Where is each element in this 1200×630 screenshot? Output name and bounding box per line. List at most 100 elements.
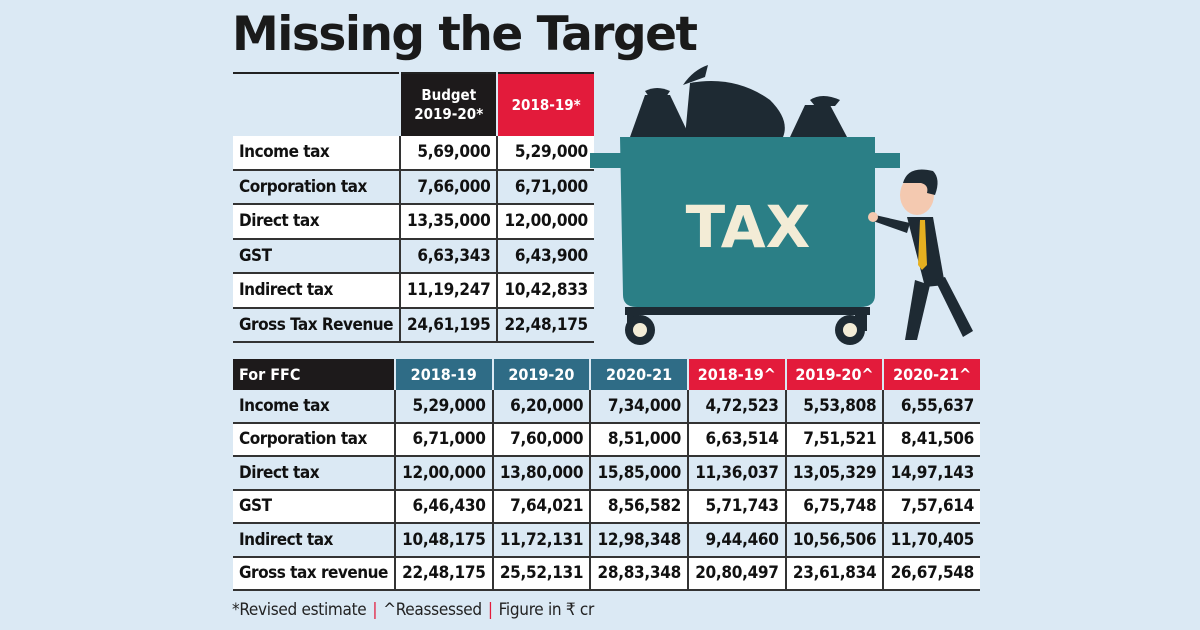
- footnote-reassessed: ^Reassessed: [383, 600, 482, 620]
- row-label: Corporation tax: [233, 169, 401, 205]
- cell-value: 8,56,582: [589, 489, 688, 524]
- cell-value: 7,60,000: [491, 422, 591, 457]
- row-label: Income tax: [233, 390, 395, 424]
- cell-value: 9,44,460: [686, 523, 786, 558]
- row-label: Corporation tax: [233, 422, 395, 457]
- garbage-bags-icon: [630, 65, 847, 137]
- table-row: Corporation tax 6,71,000 7,60,000 8,51,000 6…: [233, 422, 980, 457]
- cell-value: 11,70,405: [882, 523, 980, 558]
- cell-value: 10,42,833: [496, 273, 594, 309]
- table-row: Gross tax revenue 22,48,175 25,52,131 28,83…: [233, 556, 980, 591]
- tax-label: TAX: [686, 193, 811, 261]
- cell-value: 6,71,000: [496, 169, 594, 205]
- cell-value: 26,67,548: [882, 556, 980, 591]
- cell-value: 7,57,614: [882, 489, 980, 524]
- cell-value: 25,52,131: [491, 556, 591, 591]
- row-label: GST: [233, 238, 401, 274]
- table-row: Income tax 5,69,000 5,29,000: [233, 136, 594, 171]
- row-label: GST: [233, 489, 395, 524]
- column-header: 2018-19^: [686, 359, 786, 390]
- row-label: Indirect tax: [233, 523, 395, 558]
- table-row: Income tax 5,29,000 6,20,000 7,34,000 4,72,5…: [233, 390, 980, 424]
- footnote-separator: |: [372, 600, 378, 620]
- footnote-separator: |: [487, 600, 493, 620]
- row-label: Direct tax: [233, 456, 395, 491]
- page-title: Missing the Target: [232, 7, 698, 62]
- table-row: GST 6,63,343 6,43,900: [233, 238, 594, 274]
- column-header: 2020-21^: [882, 359, 980, 390]
- table-row: Gross Tax Revenue 24,61,195 22,48,175: [233, 307, 594, 343]
- cell-value: 5,69,000: [399, 136, 498, 171]
- cell-value: 6,46,430: [393, 489, 493, 524]
- cell-value: 6,55,637: [882, 390, 980, 424]
- cell-value: 10,56,506: [784, 523, 884, 558]
- cell-value: 8,51,000: [589, 422, 688, 457]
- header-budget-2019-20: Budget 2019-20*: [399, 73, 498, 136]
- table-row: Direct tax 12,00,000 13,80,000 15,85,000 11,…: [233, 456, 980, 491]
- column-header: 2019-20^: [784, 359, 884, 390]
- cell-value: 11,72,131: [491, 523, 591, 558]
- row-label: Indirect tax: [233, 273, 401, 309]
- footnote: *Revised estimate | ^Reassessed | Figure in …: [232, 600, 594, 620]
- cell-value: 5,29,000: [496, 136, 594, 171]
- cell-value: 6,75,748: [784, 489, 884, 524]
- cell-value: 13,05,329: [784, 456, 884, 491]
- cell-value: 15,85,000: [589, 456, 688, 491]
- cell-value: 13,35,000: [399, 204, 498, 240]
- cell-value: 14,97,143: [882, 456, 980, 491]
- row-label: Gross tax revenue: [233, 556, 395, 591]
- row-label: Gross Tax Revenue: [233, 307, 401, 343]
- row-label: Income tax: [233, 136, 401, 171]
- cell-value: 5,71,743: [686, 489, 786, 524]
- cell-value: 6,43,900: [496, 238, 594, 274]
- cell-value: 7,51,521: [784, 422, 884, 457]
- cell-value: 20,80,497: [686, 556, 786, 591]
- cell-value: 23,61,834: [784, 556, 884, 591]
- cell-value: 5,29,000: [393, 390, 493, 424]
- cell-value: 7,66,000: [399, 169, 498, 205]
- cell-value: 22,48,175: [496, 307, 594, 343]
- cell-value: 6,63,343: [399, 238, 498, 274]
- cell-value: 7,64,021: [491, 489, 591, 524]
- table-row: Direct tax 13,35,000 12,00,000: [233, 204, 594, 240]
- header-blank: [233, 73, 400, 136]
- column-header: 2020-21: [589, 359, 688, 390]
- businessman-icon: [868, 169, 973, 340]
- cell-value: 8,41,506: [882, 422, 980, 457]
- cell-value: 5,53,808: [784, 390, 884, 424]
- cell-value: 7,34,000: [589, 390, 688, 424]
- cell-value: 6,71,000: [393, 422, 493, 457]
- table-row: GST 6,46,430 7,64,021 8,56,582 5,71,743 6,75,…: [233, 489, 980, 524]
- column-header: 2018-19: [393, 359, 493, 390]
- header-line-2: 2019-20*: [414, 105, 484, 123]
- column-header: For FFC: [233, 359, 395, 390]
- cell-value: 22,48,175: [393, 556, 493, 591]
- cell-value: 6,20,000: [491, 390, 591, 424]
- table-row: Corporation tax 7,66,000 6,71,000: [233, 169, 594, 205]
- header-2018-19: 2018-19*: [496, 73, 594, 136]
- row-label: Direct tax: [233, 204, 401, 240]
- table-row: Indirect tax 11,19,247 10,42,833: [233, 273, 594, 309]
- cell-value: 12,00,000: [496, 204, 594, 240]
- cell-value: 28,83,348: [589, 556, 688, 591]
- header-line-1: Budget: [421, 86, 477, 104]
- tax-dumpster-illustration: TAX: [590, 65, 973, 345]
- dumpster-icon: TAX: [590, 137, 900, 345]
- budget-table: Budget 2019-20* 2018-19* Income tax 5,69,…: [233, 72, 594, 343]
- table-header-row: For FFC 2018-19 2019-20 2020-21 2018-19^ 2019…: [233, 359, 980, 390]
- table-row: Indirect tax 10,48,175 11,72,131 12,98,348 9…: [233, 523, 980, 558]
- cell-value: 10,48,175: [393, 523, 493, 558]
- ffc-table: For FFC 2018-19 2019-20 2020-21 2018-19^ 2019…: [233, 359, 980, 591]
- cell-value: 11,19,247: [399, 273, 498, 309]
- cell-value: 11,36,037: [686, 456, 786, 491]
- column-header: 2019-20: [491, 359, 591, 390]
- cell-value: 13,80,000: [491, 456, 591, 491]
- cell-value: 12,98,348: [589, 523, 688, 558]
- cell-value: 4,72,523: [686, 390, 786, 424]
- cell-value: 12,00,000: [393, 456, 493, 491]
- table-header-row: Budget 2019-20* 2018-19*: [233, 73, 594, 136]
- cell-value: 24,61,195: [399, 307, 498, 343]
- cell-value: 6,63,514: [686, 422, 786, 457]
- footnote-revised: *Revised estimate: [232, 600, 367, 620]
- footnote-unit: Figure in ₹ cr: [498, 600, 595, 620]
